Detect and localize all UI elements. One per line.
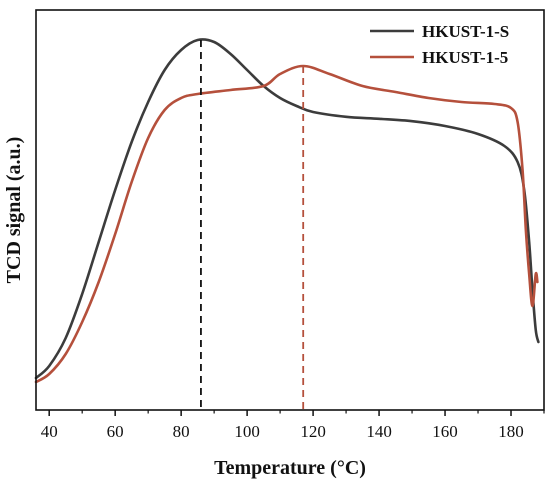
x-tick-label: 40 [41, 422, 58, 441]
legend: HKUST-1-S HKUST-1-5 [370, 22, 509, 67]
y-axis-title: TCD signal (a.u.) [3, 137, 25, 284]
x-axis-title: Temperature (°C) [214, 457, 366, 479]
reference-lines-layer [200, 40, 305, 410]
legend-label-2: HKUST-1-5 [422, 48, 508, 67]
legend-label-1: HKUST-1-S [422, 22, 509, 41]
plot-frame [35, 9, 545, 411]
series-line-1 [34, 38, 540, 380]
series-line-2 [34, 64, 539, 384]
curves-layer [34, 38, 540, 384]
x-tick-label: 180 [498, 422, 524, 441]
x-tick-label: 60 [107, 422, 124, 441]
x-tick-label: 140 [366, 422, 392, 441]
x-tick-label: 120 [300, 422, 326, 441]
x-tick-label: 160 [432, 422, 458, 441]
x-tick-label: 80 [173, 422, 190, 441]
x-axis: 40 60 80 100 120 140 160 180 [41, 410, 545, 441]
x-tick-label: 100 [234, 422, 260, 441]
